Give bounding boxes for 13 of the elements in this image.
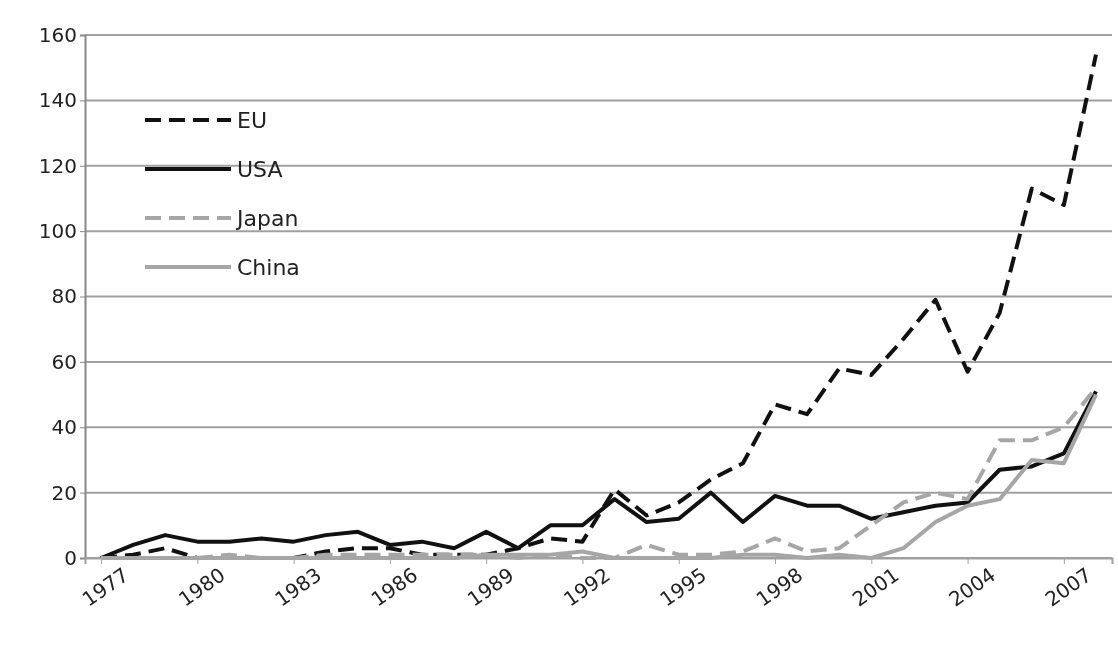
y-tick-label: 60	[51, 349, 77, 374]
legend-label: EU	[237, 108, 268, 133]
y-tick-label: 100	[38, 219, 77, 244]
y-tick-label: 40	[51, 415, 77, 440]
y-tick-label: 160	[38, 22, 77, 47]
y-tick-label: 0	[64, 545, 77, 570]
y-tick-label: 120	[38, 153, 77, 178]
legend-label: China	[237, 255, 300, 280]
legend-label: Japan	[235, 206, 299, 231]
y-tick-label: 20	[51, 480, 77, 505]
legend-label: USA	[237, 157, 283, 182]
y-tick-label: 80	[51, 284, 77, 309]
y-tick-label: 140	[38, 88, 77, 113]
